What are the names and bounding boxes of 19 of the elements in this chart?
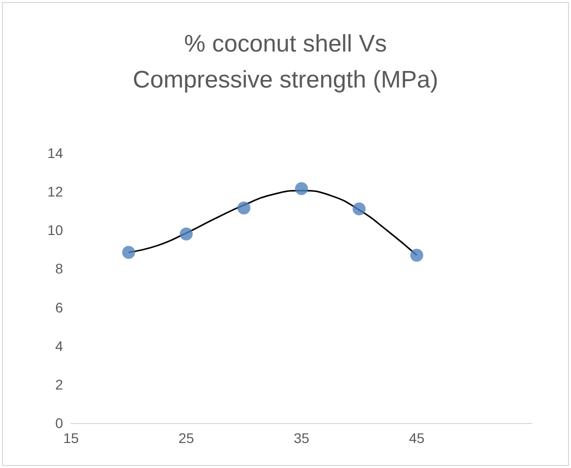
point bbox=[237, 201, 250, 214]
point bbox=[122, 246, 136, 259]
point bbox=[352, 202, 366, 216]
y-tick-label: 0 bbox=[55, 415, 64, 431]
x-tick-label: 45 bbox=[408, 430, 425, 446]
y-tick-label: 10 bbox=[47, 222, 64, 238]
y-tick-label: 4 bbox=[55, 338, 64, 354]
point bbox=[410, 248, 424, 262]
point bbox=[180, 228, 193, 240]
x-tick-label: 15 bbox=[63, 430, 79, 446]
y-tick-label: 6 bbox=[55, 299, 64, 316]
chart-title: % coconut shell Vs Compressive strength (MPa) bbox=[132, 30, 438, 94]
x-tick-label: 35 bbox=[294, 430, 310, 446]
point bbox=[295, 182, 308, 196]
y-tick-label: 2 bbox=[55, 376, 64, 392]
y-tick-label: 14 bbox=[47, 145, 64, 161]
x-tick-label: 25 bbox=[178, 430, 194, 446]
y-tick-label: 8 bbox=[55, 260, 64, 277]
y-tick-label: 12 bbox=[47, 184, 64, 200]
